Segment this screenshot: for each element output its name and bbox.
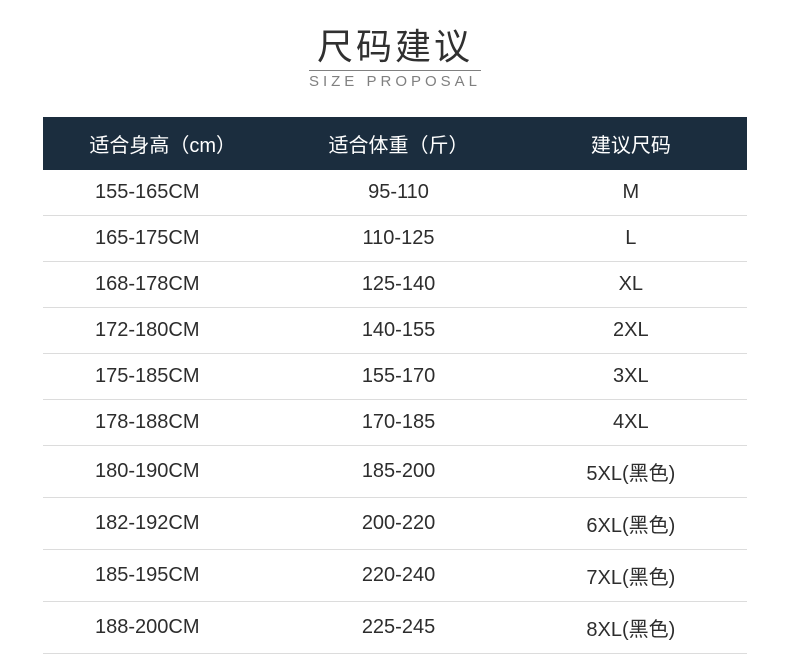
cell-weight: 140-155 — [282, 308, 514, 354]
table-header-row: 适合身高（cm） 适合体重（斤） 建议尺码 — [43, 117, 747, 170]
table-row: 172-180CM140-1552XL — [43, 308, 747, 354]
cell-size: 3XL — [515, 354, 747, 400]
table-row: 168-178CM125-140XL — [43, 262, 747, 308]
size-table: 适合身高（cm） 适合体重（斤） 建议尺码 155-165CM95-110M16… — [43, 117, 747, 654]
cell-weight: 185-200 — [282, 446, 514, 498]
table-row: 182-192CM200-2206XL(黑色) — [43, 498, 747, 550]
cell-size: 5XL(黑色) — [515, 446, 747, 498]
cell-size: XL — [515, 262, 747, 308]
cell-size: 8XL(黑色) — [515, 602, 747, 654]
cell-weight: 155-170 — [282, 354, 514, 400]
cell-height: 185-195CM — [43, 550, 282, 602]
cell-size: L — [515, 216, 747, 262]
cell-height: 188-200CM — [43, 602, 282, 654]
table-row: 188-200CM225-2458XL(黑色) — [43, 602, 747, 654]
col-weight-header: 适合体重（斤） — [282, 117, 514, 170]
cell-height: 165-175CM — [43, 216, 282, 262]
cell-size: 7XL(黑色) — [515, 550, 747, 602]
cell-height: 175-185CM — [43, 354, 282, 400]
cell-height: 178-188CM — [43, 400, 282, 446]
col-height-header: 适合身高（cm） — [43, 117, 282, 170]
cell-height: 182-192CM — [43, 498, 282, 550]
cell-weight: 95-110 — [282, 170, 514, 216]
cell-size: 4XL — [515, 400, 747, 446]
table-row: 165-175CM110-125L — [43, 216, 747, 262]
cell-size: 6XL(黑色) — [515, 498, 747, 550]
col-size-header: 建议尺码 — [515, 117, 747, 170]
table-row: 180-190CM185-2005XL(黑色) — [43, 446, 747, 498]
cell-height: 180-190CM — [43, 446, 282, 498]
cell-weight: 220-240 — [282, 550, 514, 602]
cell-size: M — [515, 170, 747, 216]
cell-height: 172-180CM — [43, 308, 282, 354]
table-row: 175-185CM155-1703XL — [43, 354, 747, 400]
cell-weight: 225-245 — [282, 602, 514, 654]
title-en: SIZE PROPOSAL — [309, 70, 481, 90]
cell-weight: 170-185 — [282, 400, 514, 446]
cell-weight: 125-140 — [282, 262, 514, 308]
cell-weight: 200-220 — [282, 498, 514, 550]
cell-height: 168-178CM — [43, 262, 282, 308]
title-block: 尺码建议 SIZE PROPOSAL — [0, 0, 790, 91]
cell-weight: 110-125 — [282, 216, 514, 262]
table-row: 155-165CM95-110M — [43, 170, 747, 216]
cell-height: 155-165CM — [43, 170, 282, 216]
title-cn: 尺码建议 — [0, 18, 790, 70]
cell-size: 2XL — [515, 308, 747, 354]
table-row: 185-195CM220-2407XL(黑色) — [43, 550, 747, 602]
table-row: 178-188CM170-1854XL — [43, 400, 747, 446]
